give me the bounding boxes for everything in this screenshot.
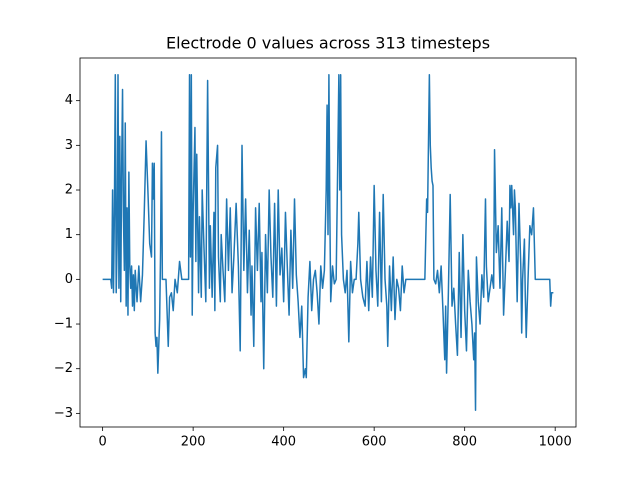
y-tick-label: −2	[54, 361, 73, 376]
chart-title: Electrode 0 values across 313 timesteps	[166, 34, 490, 53]
x-tick-label: 400	[271, 435, 296, 450]
y-tick-label: −1	[54, 317, 73, 332]
y-tick-label: 0	[65, 272, 73, 287]
x-tick-label: 1000	[539, 435, 572, 450]
x-tick-label: 600	[362, 435, 387, 450]
x-tick-label: 800	[452, 435, 477, 450]
x-tick-label: 0	[98, 435, 106, 450]
data-line	[102, 74, 554, 411]
y-tick-label: 4	[65, 93, 73, 108]
y-tick-label: 3	[65, 138, 73, 153]
axes-frame	[79, 57, 577, 428]
x-tick-label: 200	[181, 435, 206, 450]
y-tick-label: −3	[54, 406, 73, 421]
y-tick-label: 2	[65, 183, 73, 198]
y-tick-label: 1	[65, 227, 73, 242]
